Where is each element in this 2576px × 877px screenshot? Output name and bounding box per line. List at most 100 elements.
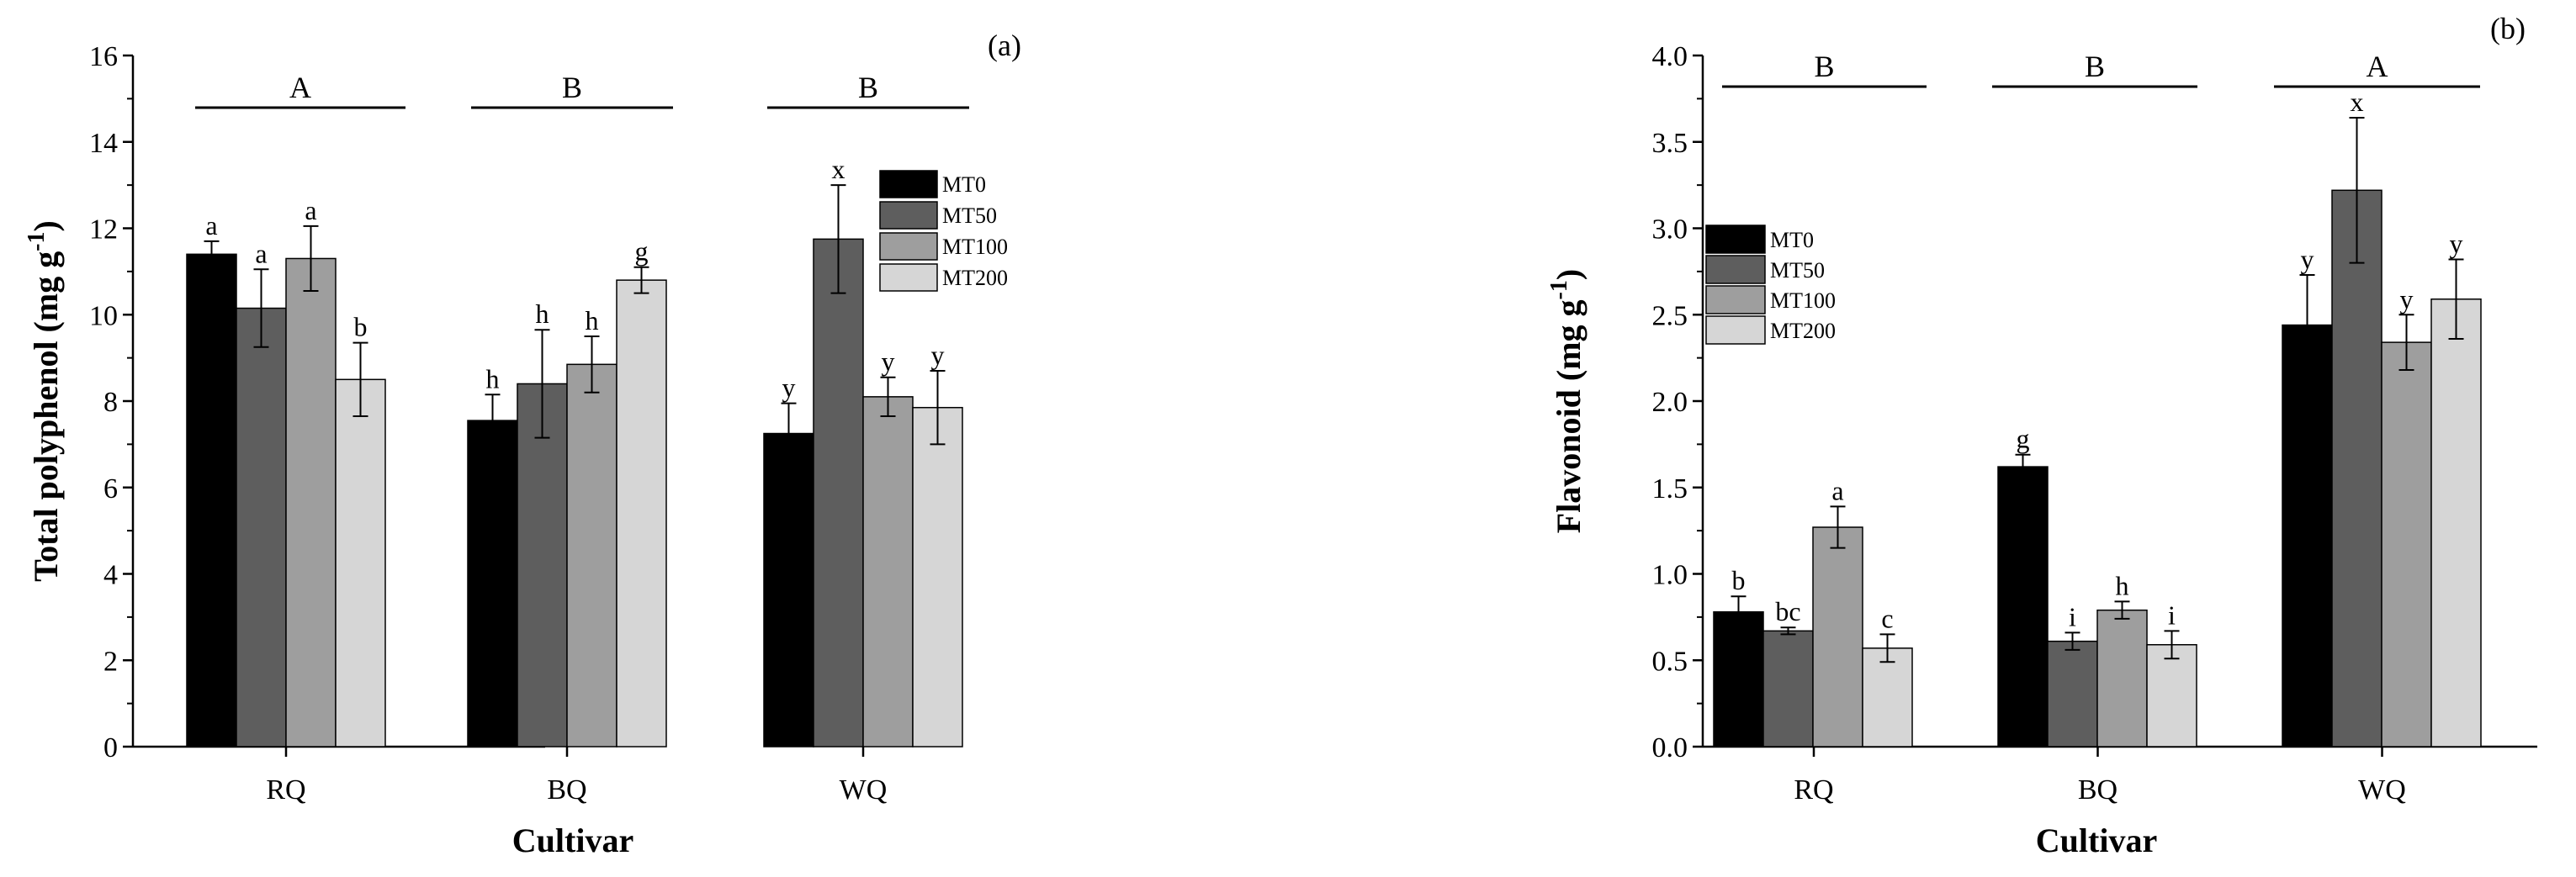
bar-mt50-rq bbox=[1762, 630, 1814, 748]
significance-letter: i bbox=[2069, 601, 2076, 631]
significance-letter: g bbox=[635, 236, 649, 267]
bar-mt50-rq bbox=[236, 307, 287, 748]
bar-mt0-bq bbox=[467, 420, 518, 748]
x-tick-label-bq: BQ bbox=[547, 774, 586, 806]
legend-swatch-mt100 bbox=[879, 232, 938, 261]
x-tick-label-rq: RQ bbox=[1794, 774, 1833, 806]
legend-swatch-mt200 bbox=[879, 263, 938, 292]
bar-mt50-wq bbox=[2331, 189, 2383, 748]
y-tick-label: 16 bbox=[89, 41, 118, 72]
significance-letter: h bbox=[486, 363, 500, 394]
y-axis-title-superscript: -1 bbox=[1546, 280, 1572, 299]
y-tick-label: 1.5 bbox=[1652, 473, 1688, 505]
legend-label-mt200: MT200 bbox=[942, 266, 1008, 290]
legend-swatch-mt0 bbox=[879, 170, 938, 198]
significance-letter: x bbox=[832, 154, 845, 184]
group-significance-letter: B bbox=[1814, 50, 1834, 83]
legend-swatch-mt50 bbox=[1705, 255, 1766, 284]
panel-label: (b) bbox=[2490, 12, 2526, 45]
bar-mt50-wq bbox=[813, 238, 864, 748]
significance-letter: h bbox=[2116, 570, 2129, 600]
group-significance-letter: B bbox=[2085, 50, 2105, 83]
x-axis-title: Cultivar bbox=[512, 822, 633, 859]
y-axis-title: Total polyphenol (mg g-1) bbox=[24, 220, 65, 582]
bar-mt50-bq bbox=[2047, 640, 2098, 748]
bar-mt0-wq bbox=[2282, 324, 2333, 748]
significance-letter: y bbox=[2450, 228, 2463, 258]
y-axis-title: Flavonoid (mg g-1) bbox=[1546, 269, 1587, 533]
significance-letter: c bbox=[1881, 603, 1893, 633]
bar-mt50-bq bbox=[517, 383, 568, 748]
bar-mt0-rq bbox=[1713, 610, 1764, 748]
y-tick-label: 0 bbox=[103, 732, 118, 763]
x-tick-label-rq: RQ bbox=[266, 774, 305, 806]
x-tick-label-wq: WQ bbox=[840, 774, 888, 806]
significance-letter: x bbox=[2351, 87, 2364, 117]
legend-swatch-mt100 bbox=[1705, 285, 1766, 314]
y-tick-label: 12 bbox=[89, 214, 118, 246]
y-tick-label: 3.0 bbox=[1652, 214, 1688, 246]
y-axis-title-superscript: -1 bbox=[24, 231, 50, 251]
x-tick-label-bq: BQ bbox=[2078, 774, 2118, 806]
bar-mt0-wq bbox=[763, 432, 814, 748]
significance-letter: y bbox=[2301, 244, 2314, 274]
y-tick-label: 4.0 bbox=[1652, 41, 1688, 72]
significance-letter: a bbox=[305, 195, 316, 225]
significance-letter: y bbox=[782, 372, 796, 403]
y-tick-label: 6 bbox=[103, 473, 118, 505]
significance-letter: a bbox=[255, 238, 267, 268]
legend-label-mt100: MT100 bbox=[942, 235, 1008, 259]
y-axis-title-main: Total polyphenol (mg g bbox=[27, 251, 65, 582]
panel-a-total-polyphenol-chart: 0 2 4 6 8 10 12 14 16 RQ Aa a a b BQ Bh h h g WQ By x y y MT0 MT5… bbox=[24, 29, 1021, 859]
significance-letter: y bbox=[931, 340, 945, 370]
y-tick-label: 8 bbox=[103, 387, 118, 418]
legend-label-mt0: MT0 bbox=[942, 172, 986, 197]
y-axis-title-close: ) bbox=[27, 220, 65, 231]
bar-mt200-wq bbox=[2430, 298, 2482, 748]
bar-mt200-rq bbox=[1862, 647, 1913, 748]
bar-mt200-bq bbox=[2146, 644, 2197, 748]
bar-mt100-bq bbox=[566, 363, 617, 748]
y-tick-label: 4 bbox=[103, 560, 118, 591]
group-significance-letter: B bbox=[562, 71, 582, 104]
bar-mt200-bq bbox=[616, 279, 667, 748]
bar-mt0-rq bbox=[186, 253, 237, 748]
y-axis-title-close: ) bbox=[1550, 269, 1587, 280]
legend-label-mt100: MT100 bbox=[1770, 288, 1836, 313]
significance-letter: a bbox=[1831, 475, 1843, 505]
group-significance-letter: B bbox=[858, 71, 878, 104]
panel-label: (a) bbox=[988, 29, 1021, 62]
significance-letter: a bbox=[205, 210, 217, 240]
significance-letter: i bbox=[2168, 600, 2176, 630]
significance-letter: y bbox=[2400, 283, 2414, 314]
legend-swatch-mt50 bbox=[879, 201, 938, 230]
legend-label-mt50: MT50 bbox=[942, 203, 997, 228]
y-tick-label: 2 bbox=[103, 646, 118, 677]
bar-mt100-rq bbox=[1812, 526, 1863, 748]
bar-mt200-rq bbox=[335, 378, 386, 748]
y-tick-label: 3.5 bbox=[1652, 128, 1688, 159]
legend-swatch-mt200 bbox=[1705, 315, 1766, 345]
significance-letter: bc bbox=[1775, 596, 1800, 626]
significance-letter: g bbox=[2017, 424, 2030, 454]
y-tick-label: 14 bbox=[89, 128, 118, 159]
bar-mt100-wq bbox=[2381, 341, 2432, 748]
bar-mt200-wq bbox=[912, 406, 963, 748]
y-tick-label: 1.0 bbox=[1652, 560, 1688, 591]
significance-letter: h bbox=[536, 298, 549, 329]
legend-label-mt200: MT200 bbox=[1770, 319, 1836, 343]
y-tick-label: 2.0 bbox=[1652, 387, 1688, 418]
y-tick-label: 10 bbox=[89, 300, 118, 331]
group-significance-letter: A bbox=[289, 71, 311, 104]
bar-mt0-bq bbox=[1997, 466, 2049, 748]
significance-letter: b bbox=[1732, 565, 1746, 595]
significance-letter: h bbox=[586, 305, 599, 335]
significance-letter: b bbox=[354, 312, 368, 342]
bar-mt100-wq bbox=[862, 396, 914, 748]
legend-label-mt0: MT0 bbox=[1770, 228, 1814, 252]
significance-letter: y bbox=[882, 346, 895, 377]
bar-mt100-bq bbox=[2096, 609, 2148, 748]
bar-mt100-rq bbox=[285, 257, 337, 748]
